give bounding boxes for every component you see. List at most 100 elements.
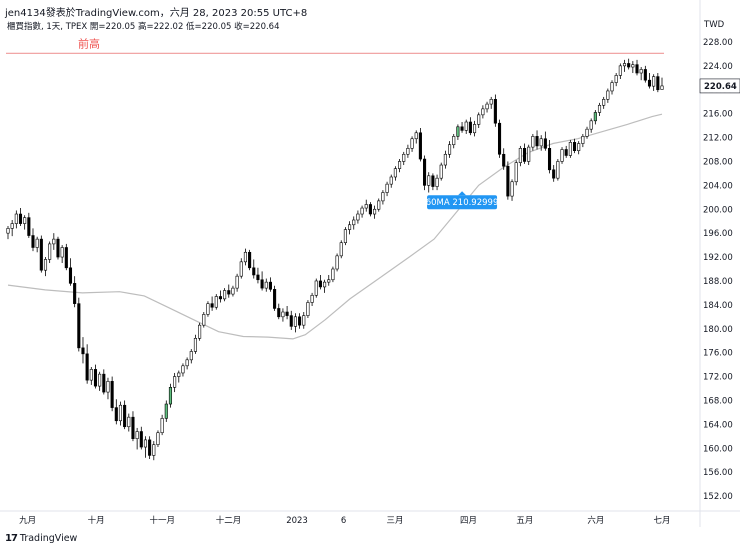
candle-body — [589, 120, 593, 130]
candle-body — [177, 372, 181, 377]
candle-body — [497, 122, 502, 155]
candle — [381, 190, 385, 205]
candle — [285, 306, 289, 320]
candle — [18, 208, 23, 226]
price-tick-label: 172.00 — [703, 373, 733, 383]
candle — [393, 166, 397, 181]
candle-body — [547, 148, 552, 171]
candle — [39, 235, 43, 273]
publisher-credit: jen4134發表於TradingView.com，六月 28, 2023 20… — [5, 8, 308, 19]
candle — [164, 400, 168, 422]
candle — [131, 411, 135, 442]
candle-body — [343, 229, 347, 244]
candle-body — [635, 64, 639, 74]
candle — [497, 119, 502, 158]
candle-body — [223, 290, 227, 300]
tradingview-footer[interactable]: 17 TradingView — [5, 533, 77, 544]
candle — [43, 257, 48, 277]
candle-body — [268, 281, 272, 290]
candle-body — [627, 63, 631, 68]
candle — [510, 179, 514, 201]
candle-body — [252, 267, 256, 276]
candle — [606, 88, 610, 103]
candle-body — [647, 79, 652, 87]
time-tick-label: 七月 — [653, 516, 670, 526]
candle-body — [443, 153, 447, 166]
candle — [89, 366, 93, 385]
candle — [64, 243, 68, 271]
ma-label-pointer — [458, 191, 467, 196]
candle — [181, 363, 185, 377]
candle — [110, 376, 114, 412]
candle-body — [231, 287, 235, 295]
candle — [289, 310, 293, 330]
candle-body — [273, 289, 277, 309]
candle — [327, 274, 331, 286]
candle-body — [27, 217, 31, 236]
candle — [273, 285, 277, 311]
candle — [472, 120, 477, 137]
price-tick-label: 164.00 — [703, 420, 733, 430]
time-tick-label: 2023 — [286, 516, 308, 526]
candle — [547, 139, 552, 174]
candle-body — [610, 82, 614, 92]
candle — [268, 277, 272, 292]
candle-body — [256, 274, 260, 281]
price-tick-label: 204.00 — [703, 181, 733, 191]
candle — [406, 144, 410, 158]
candle-body — [189, 351, 193, 361]
candle-body — [398, 161, 402, 169]
candle — [631, 61, 635, 74]
candle-body — [522, 148, 527, 162]
candle-body — [468, 121, 472, 134]
candle-body — [127, 416, 131, 428]
price-tick-label: 228.00 — [703, 38, 733, 48]
candle — [93, 364, 98, 389]
candle-body — [139, 431, 143, 448]
candle-body — [577, 143, 581, 151]
candle-body — [656, 76, 660, 91]
candle-body — [206, 303, 210, 315]
candle — [314, 278, 318, 298]
candle-body — [402, 153, 406, 162]
candle — [260, 271, 264, 291]
candle-body — [339, 242, 343, 257]
candle-body — [89, 369, 93, 381]
candle — [377, 198, 381, 212]
candle-body — [539, 138, 543, 147]
candle-body — [264, 281, 268, 289]
resistance-line-group: 前高 — [6, 36, 664, 54]
candle-body — [93, 369, 98, 387]
tradingview-logo-icon: 17 — [5, 533, 18, 544]
candle-body — [160, 418, 164, 434]
candle — [443, 150, 447, 169]
candle-body — [406, 148, 410, 155]
candle — [264, 278, 268, 292]
candle-body — [410, 138, 414, 149]
price-tick-label: 184.00 — [703, 301, 733, 311]
time-tick-label: 六月 — [587, 515, 604, 526]
moving-average-group — [7, 113, 663, 340]
candle-body — [306, 302, 310, 316]
symbol-ohlc-line[interactable]: 櫃買指數, 1天, TPEX 開=220.05 高=222.02 低=220.0… — [7, 22, 280, 32]
price-tick-label: 200.00 — [703, 205, 733, 215]
candle-body — [518, 148, 522, 163]
candle-body — [289, 315, 293, 327]
candle-body — [535, 136, 539, 147]
candle-body — [235, 275, 239, 289]
candle — [352, 216, 356, 230]
candle-body — [6, 228, 10, 234]
candle — [143, 436, 148, 458]
candle — [348, 221, 352, 235]
price-tick-label: 224.00 — [703, 62, 733, 72]
candle-body — [543, 138, 547, 149]
candle — [610, 80, 614, 95]
currency-label: TWD — [704, 20, 725, 30]
candle-body — [35, 238, 39, 248]
price-tick-label: 188.00 — [703, 277, 733, 287]
candle — [539, 135, 543, 151]
candle — [627, 58, 631, 70]
candle-body — [18, 213, 23, 224]
